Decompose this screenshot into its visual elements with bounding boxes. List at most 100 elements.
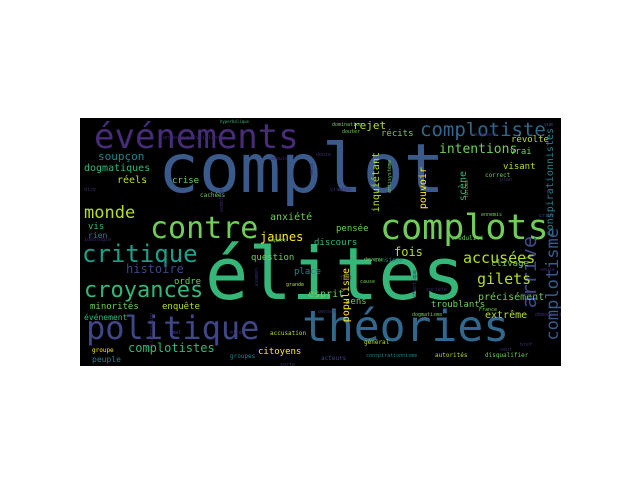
word-rejet: rejet: [353, 119, 387, 132]
word-recits: récits: [381, 129, 414, 139]
word-dogmatisme: dogmatisme: [412, 312, 443, 318]
word-acteurs: acteurs: [321, 355, 347, 362]
word-critique: critique: [82, 240, 198, 268]
word-soupcon: soupçon: [98, 150, 145, 163]
word-expert: expert: [268, 238, 287, 244]
word-fois: fois: [394, 245, 423, 259]
word-contre: contre: [150, 211, 259, 246]
word-antisysteme: antisystème: [387, 160, 393, 194]
word-semblent: semblent: [219, 188, 225, 213]
word-seule: seule: [540, 267, 556, 273]
word-conspirationnistes: conspirationnistes: [545, 128, 556, 237]
word-discours: discours: [314, 238, 358, 248]
word-extreme: extrême: [485, 310, 528, 321]
word-complot: complot: [158, 130, 445, 209]
word-pouvoir: pouvoir: [418, 167, 429, 210]
word-groupes: groupes: [230, 353, 256, 360]
word-precisement: précisément: [478, 292, 545, 303]
word-enquete: enquête: [162, 302, 200, 312]
word-visible: visible: [330, 187, 352, 193]
word-grande: grande: [286, 282, 305, 288]
word-ennemis: ennemis: [481, 212, 503, 218]
word-complots: complots: [380, 208, 549, 248]
word-crime: crime: [539, 213, 555, 219]
word-theories: théories: [302, 302, 510, 352]
word-cause: cause: [360, 279, 376, 285]
word-anxiete: anxiété: [270, 212, 313, 223]
word-clivage: clivage: [491, 259, 529, 269]
word-troublants: troublants: [431, 300, 486, 310]
word-veut: veut: [500, 347, 513, 353]
word-ordre: ordre: [174, 277, 202, 287]
word-etre: être: [230, 330, 243, 336]
word-citoyens: citoyens: [258, 347, 302, 357]
word-evenements: événements: [94, 118, 299, 157]
word-dogmatiques: dogmatiques: [84, 163, 151, 174]
word-revolte: révolte: [511, 135, 549, 145]
word-gilets: gilets: [477, 270, 532, 288]
word-credulite: crédulité: [451, 235, 484, 242]
word-correct: correct: [485, 172, 511, 179]
word-rien: rien: [88, 231, 108, 240]
word-intentions: intentions: [439, 142, 518, 157]
word-doute: doute: [316, 152, 332, 158]
word-complotisme: complotisme: [543, 228, 561, 341]
word-vrai: vrai: [510, 147, 532, 157]
word-ideologie: idéologie: [84, 237, 112, 243]
word-malveillances: malveillances: [187, 135, 227, 141]
word-politique: politique: [86, 309, 260, 347]
word-croyances: croyances: [84, 278, 204, 303]
word-vis: vis: [88, 222, 105, 232]
word-mal: mal: [172, 330, 182, 336]
word-agit: agit: [338, 187, 351, 193]
word-inquietant: inquiétant: [371, 152, 382, 213]
word-fait: fait: [340, 275, 353, 281]
word-chaotique: chaotique: [412, 270, 418, 298]
word-accusees: accusées: [463, 249, 536, 267]
word-forces: forces: [464, 180, 470, 199]
word-monde: monde: [84, 203, 136, 223]
word-douter: douter: [342, 129, 361, 135]
word-france: France: [479, 307, 498, 313]
word-place: place: [294, 267, 322, 277]
word-plan: plan: [500, 177, 513, 183]
word-hyperbolique: hyperbolique: [220, 119, 249, 124]
word-cloud: complot élites théories événements compl…: [80, 118, 561, 366]
word-devenu: devenu: [364, 257, 383, 263]
word-pensee: pensée: [336, 224, 369, 234]
word-complotistes: complotistes: [128, 341, 215, 355]
word-jaunes: jaunes: [260, 230, 304, 244]
word-general: général: [364, 339, 390, 346]
word-reels: réels: [117, 175, 148, 186]
word-crise: crise: [172, 176, 200, 186]
word-sorte: sorte: [280, 362, 296, 367]
word-domination: domination: [332, 122, 363, 128]
word-evenement: événement: [84, 313, 128, 322]
word-sens: sens: [345, 297, 367, 307]
word-visant: visant: [503, 162, 536, 172]
word-fondement: fondement: [470, 132, 498, 138]
word-question: question: [251, 253, 295, 263]
word-fantasmes: fantasmes: [160, 135, 188, 141]
word-elaboration: élaboration: [149, 313, 155, 347]
word-cachees: cachées: [200, 192, 226, 199]
word-groupe: groupe: [92, 347, 114, 354]
word-bref: bref: [520, 342, 533, 348]
word-mais: mais: [309, 163, 315, 176]
word-accusation: accusation: [270, 330, 307, 337]
word-minorites: minorités: [90, 302, 139, 312]
word-complotiste: complotiste: [420, 119, 546, 141]
word-dire: dire: [84, 187, 97, 193]
word-elites: élites: [205, 232, 466, 316]
word-conspirationnisme: conspirationnisme: [366, 353, 418, 359]
word-esprit: esprit: [308, 289, 345, 300]
word-autorites: autorités: [435, 352, 468, 359]
word-depuis: depuis: [270, 156, 289, 162]
word-histoire: histoire: [126, 262, 184, 276]
word-aussi: aussi: [520, 292, 536, 298]
word-democratique: démocratique: [535, 312, 561, 318]
word-penser: penser: [318, 309, 337, 315]
word-examen: examen: [254, 268, 260, 287]
word-disqualifier: disqualifier: [485, 352, 529, 359]
word-vue: vue: [544, 122, 554, 128]
